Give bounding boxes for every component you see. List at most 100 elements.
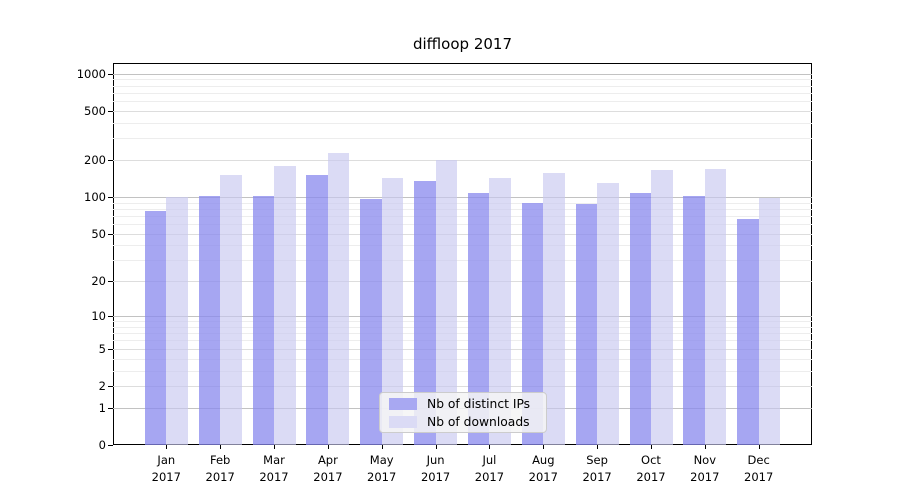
x-tick-mark: [327, 445, 329, 449]
gridline: [113, 101, 812, 102]
x-tick-mark: [489, 445, 491, 449]
bar-distinct-ips: [414, 180, 436, 445]
y-tick-mark: [108, 233, 113, 235]
gridline: [113, 370, 812, 372]
y-tick-mark: [108, 385, 113, 387]
y-tick-mark: [108, 407, 113, 409]
bar-downloads: [597, 182, 619, 445]
gridline: [113, 122, 812, 124]
bar-distinct-ips: [683, 196, 705, 445]
gridline: [113, 245, 812, 247]
bar-distinct-ips: [144, 210, 167, 445]
bar-distinct-ips: [306, 174, 328, 445]
bar-distinct-ips: [737, 218, 759, 445]
bar-downloads: [381, 177, 404, 445]
y-tick-label: 200: [84, 152, 106, 167]
x-tick-label: Oct 2017: [636, 453, 666, 484]
y-tick-label: 50: [91, 226, 106, 241]
bar-distinct-ips: [252, 196, 274, 445]
chart-title: diffloop 2017: [412, 35, 512, 53]
x-tick-mark: [597, 445, 599, 449]
gridline: [113, 110, 812, 112]
x-tick-label: Aug 2017: [528, 453, 558, 484]
bar-downloads: [220, 174, 242, 445]
gridline: [113, 358, 812, 360]
y-tick-mark: [108, 73, 113, 75]
gridline: [113, 196, 812, 198]
y-tick-mark: [108, 445, 113, 446]
legend-label-distinct-ips: Nb of distinct IPs: [427, 396, 531, 411]
x-tick-label: Nov 2017: [690, 453, 720, 484]
y-tick-label: 1: [98, 400, 106, 415]
bar-downloads: [274, 166, 296, 445]
bar-downloads: [435, 160, 458, 445]
legend: Nb of distinct IPs Nb of downloads: [379, 392, 547, 433]
gridline: [113, 215, 812, 217]
gridline: [113, 159, 812, 161]
x-tick-mark: [704, 445, 706, 449]
x-tick-label: Jun 2017: [420, 453, 451, 484]
bar-downloads: [327, 152, 350, 445]
y-tick-label: 20: [91, 274, 106, 289]
x-tick-label: Jan 2017: [151, 453, 181, 484]
gridline: [113, 202, 812, 204]
gridline: [113, 348, 812, 350]
y-tick-label: 5: [98, 341, 106, 356]
bar-distinct-ips: [575, 203, 598, 445]
x-tick-mark: [758, 445, 760, 449]
x-tick-mark: [274, 445, 275, 449]
bar-downloads: [651, 169, 673, 445]
y-tick-mark: [108, 110, 113, 112]
y-tick-label: 2: [98, 378, 106, 393]
x-tick-label: Sep 2017: [582, 453, 612, 484]
gridline: [113, 73, 812, 75]
gridline: [113, 321, 812, 323]
x-tick-mark: [435, 445, 437, 449]
bar-downloads: [166, 196, 188, 445]
legend-swatch-downloads: [389, 415, 417, 428]
x-tick-mark: [651, 445, 652, 449]
x-tick-label: Apr 2017: [313, 453, 343, 484]
bar-downloads: [758, 197, 781, 445]
y-tick-label: 100: [84, 189, 106, 204]
gridline: [113, 340, 812, 342]
legend-item-downloads: Nb of downloads: [389, 415, 537, 429]
y-tick-label: 0: [98, 438, 106, 452]
x-tick-mark: [543, 445, 545, 449]
legend-swatch-distinct-ips: [389, 397, 417, 410]
gridline: [113, 385, 812, 387]
y-tick-mark: [108, 281, 113, 283]
gridline: [113, 316, 812, 318]
bar-distinct-ips: [521, 203, 544, 445]
x-tick-label: Dec 2017: [744, 453, 774, 484]
x-tick-mark: [220, 445, 222, 449]
plot-area: [113, 63, 812, 445]
bar-distinct-ips: [467, 192, 490, 445]
y-tick-label: 500: [84, 103, 106, 118]
bar-distinct-ips: [629, 192, 651, 445]
x-tick-label: Feb 2017: [205, 453, 235, 484]
gridline: [113, 138, 812, 140]
gridline: [113, 260, 812, 262]
x-tick-label: Mar 2017: [259, 453, 289, 484]
bar-downloads: [543, 172, 565, 445]
gridline: [113, 92, 812, 94]
gridline: [113, 333, 812, 335]
gridline: [113, 281, 812, 283]
y-tick-mark: [108, 316, 113, 318]
gridline: [113, 79, 812, 81]
x-tick-label: Jul 2017: [474, 453, 505, 484]
y-tick-mark: [108, 196, 113, 198]
legend-label-downloads: Nb of downloads: [427, 414, 530, 429]
gridline: [113, 326, 812, 328]
bar-downloads: [704, 168, 727, 445]
bar-distinct-ips: [198, 196, 221, 445]
x-tick-mark: [381, 445, 383, 449]
gridline: [113, 224, 812, 225]
y-tick-mark: [108, 348, 113, 350]
bar-distinct-ips: [360, 198, 382, 445]
y-tick-mark: [108, 159, 113, 161]
x-tick-mark: [166, 445, 168, 449]
y-tick-label: 10: [91, 309, 106, 324]
